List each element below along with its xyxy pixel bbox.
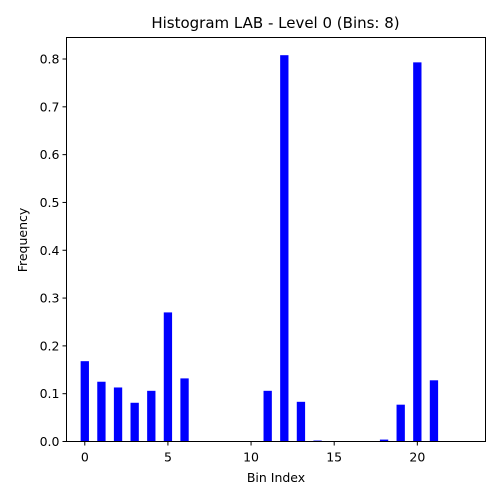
y-tick-label: 0.5 [40, 195, 60, 210]
y-tick-label: 0.0 [40, 434, 60, 449]
bar-bin-2 [113, 387, 123, 442]
bar-bin-13 [296, 401, 306, 442]
bar-bin-20 [413, 62, 422, 442]
bar-bin-3 [130, 402, 139, 442]
y-tick-label: 0.4 [40, 243, 60, 258]
y-tick-label: 0.2 [40, 338, 60, 353]
plot-frame [66, 37, 486, 442]
bar-bin-4 [147, 390, 156, 442]
y-axis-label: Frequency [15, 207, 30, 272]
x-axis-label: Bin Index [247, 470, 305, 485]
y-tick-label: 0.7 [40, 99, 60, 114]
y-tick-label: 0.1 [40, 386, 60, 401]
bar-bin-5 [163, 312, 173, 442]
chart-title: Histogram LAB - Level 0 (Bins: 8) [151, 14, 399, 32]
x-tick-label: 5 [164, 450, 172, 465]
bar-bin-11 [263, 390, 272, 442]
y-tick-label: 0.8 [40, 52, 60, 67]
bar-bin-12 [280, 55, 289, 442]
x-tick-label: 0 [81, 450, 89, 465]
y-tick-label: 0.6 [40, 147, 60, 162]
bar-bin-0 [80, 361, 89, 442]
y-ticks-group: 0.0 0.1 0.2 0.3 0.4 0.5 0.6 0.7 0.8 [40, 52, 67, 449]
x-tick-label: 15 [326, 450, 342, 465]
bar-bin-18 [379, 439, 389, 442]
x-tick-label: 20 [409, 450, 425, 465]
bar-bin-21 [429, 380, 439, 442]
x-tick-label: 10 [243, 450, 259, 465]
bar-bin-6 [180, 378, 189, 442]
bars-group [80, 55, 439, 442]
bar-bin-1 [97, 381, 106, 442]
bar-bin-19 [396, 404, 405, 442]
y-tick-label: 0.3 [40, 291, 60, 306]
x-ticks-group: 0 5 10 15 20 [81, 441, 425, 465]
